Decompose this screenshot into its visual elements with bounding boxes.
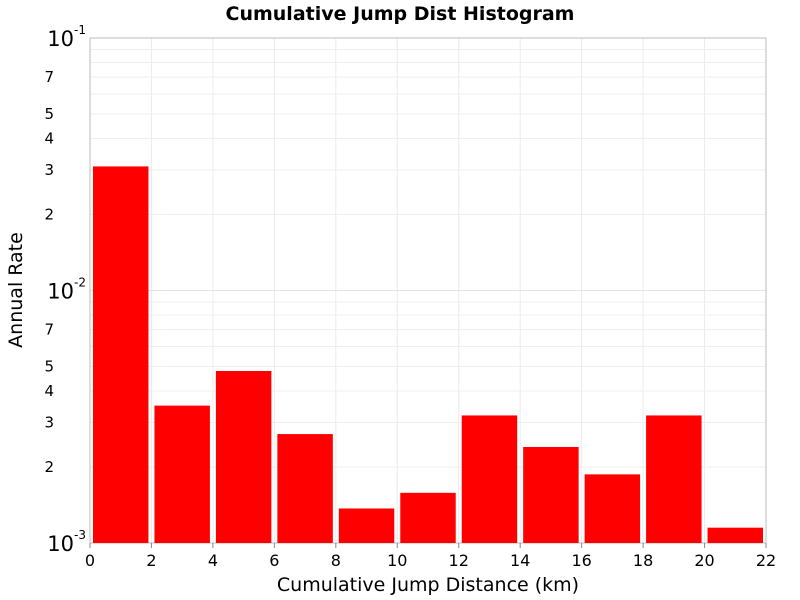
histogram-bar <box>400 492 456 543</box>
y-minor-tick-label: 2 <box>44 205 54 223</box>
histogram-bar <box>215 370 272 543</box>
y-minor-tick-label: 4 <box>44 382 54 400</box>
y-minor-tick-label: 7 <box>44 68 54 86</box>
x-tick-label: 22 <box>756 551 776 570</box>
x-tick-label: 20 <box>694 551 714 570</box>
x-axis: 0 2 4 6 8 10 12 14 16 18 20 22 <box>85 543 776 570</box>
histogram-bar <box>277 434 333 543</box>
x-tick-label: 18 <box>633 551 653 570</box>
histogram-bar <box>646 415 702 543</box>
y-minor-tick-label: 7 <box>44 321 54 339</box>
x-tick-label: 6 <box>269 551 279 570</box>
y-decade-exponent: -2 <box>74 276 86 290</box>
x-tick-label: 2 <box>146 551 156 570</box>
y-axis-title: Annual Rate <box>5 232 27 348</box>
y-minor-tick-label: 4 <box>44 129 54 147</box>
histogram-bar <box>154 405 210 543</box>
y-decade-tick-label: 10 <box>47 280 74 304</box>
histogram-bar <box>707 527 763 543</box>
y-decade-tick-label: 10 <box>47 532 74 556</box>
histogram-bar <box>523 446 579 543</box>
x-tick-label: 0 <box>85 551 95 570</box>
y-minor-tick-label: 5 <box>44 105 54 123</box>
y-decade-exponent: -1 <box>74 23 86 37</box>
x-tick-label: 8 <box>331 551 341 570</box>
histogram-bar <box>461 415 518 543</box>
chart-title: Cumulative Jump Dist Histogram <box>226 3 575 25</box>
x-tick-label: 12 <box>449 551 469 570</box>
histogram-bar <box>93 166 149 544</box>
x-axis-title: Cumulative Jump Distance (km) <box>277 574 579 596</box>
x-tick-label: 14 <box>510 551 530 570</box>
bars <box>93 166 763 544</box>
y-minor-tick-label: 3 <box>44 414 54 432</box>
histogram-bar <box>584 474 641 543</box>
y-minor-tick-label: 2 <box>44 458 54 476</box>
x-tick-label: 4 <box>208 551 218 570</box>
y-decade-exponent: -3 <box>74 528 86 542</box>
x-tick-label: 10 <box>387 551 407 570</box>
y-minor-tick-label: 3 <box>44 161 54 179</box>
x-tick-label: 16 <box>571 551 591 570</box>
grid <box>89 38 767 543</box>
y-minor-tick-label: 5 <box>44 358 54 376</box>
y-decade-tick-label: 10 <box>47 27 74 51</box>
histogram-bar <box>338 508 395 543</box>
